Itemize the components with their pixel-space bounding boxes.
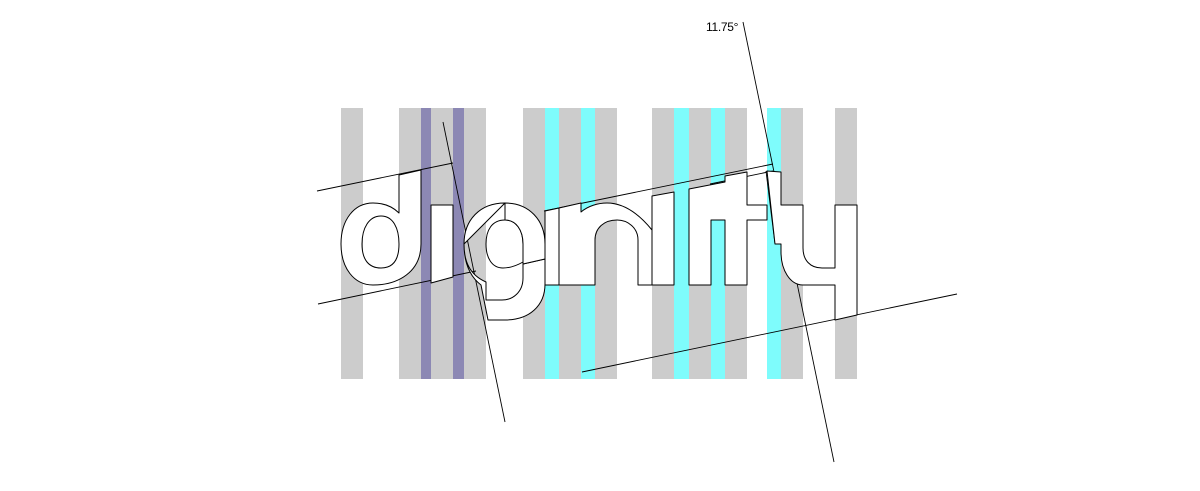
grey-column — [595, 108, 617, 379]
purple-column — [453, 108, 464, 379]
grey-column — [464, 108, 486, 379]
letter-i — [652, 192, 674, 285]
angle-label: 11.75° — [706, 20, 739, 34]
letter-i — [545, 208, 559, 285]
purple-column — [421, 108, 431, 379]
letter-i — [431, 205, 453, 283]
cyan-column — [674, 108, 689, 379]
cyan-column — [711, 108, 725, 379]
letter-t — [689, 172, 767, 285]
